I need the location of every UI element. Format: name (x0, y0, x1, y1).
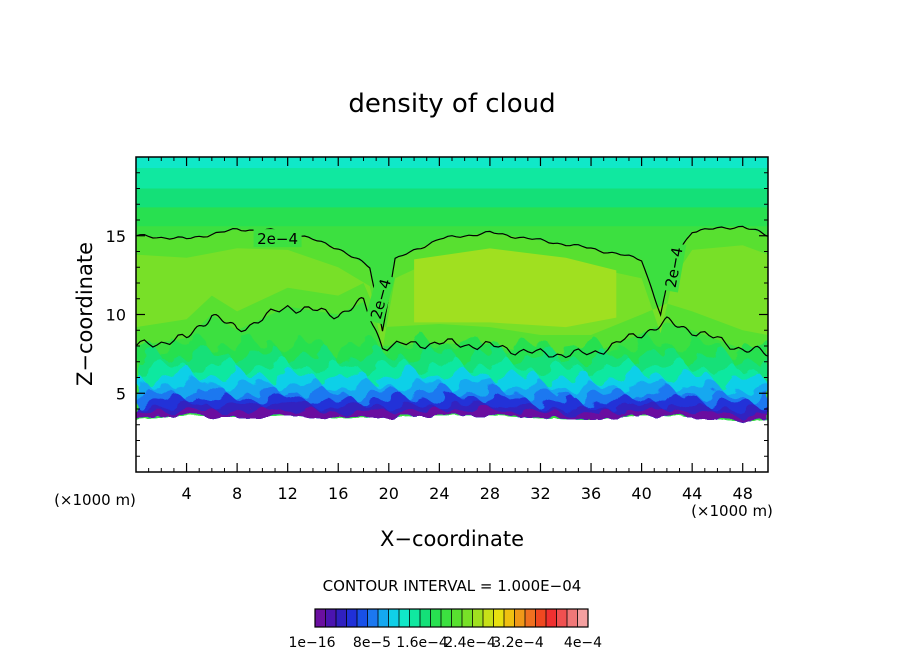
contour-label-bg (365, 273, 395, 325)
colorbar-swatch (409, 609, 421, 627)
colorbar-label: 8e−5 (353, 635, 391, 651)
x-tick-label: 4 (181, 484, 191, 503)
chart-title: density of cloud (348, 89, 555, 119)
clear-air-region (136, 416, 768, 472)
density-core-max (414, 248, 617, 328)
colorbar-swatch (567, 609, 578, 627)
x-tick-label: 12 (278, 484, 298, 503)
x-axis: 4 8 12 16 20 24 28 32 36 40 44 48 (148, 157, 756, 503)
colorbar-swatch (399, 609, 410, 627)
colorbar-swatch (378, 609, 389, 627)
y-axis-unit: (×1000 m) (54, 491, 136, 509)
colorbar-swatch (420, 609, 431, 627)
x-axis-label: X−coordinate (380, 527, 524, 551)
x-tick-label: 36 (581, 484, 601, 503)
x-tick-label: 20 (379, 484, 399, 503)
colorbar-swatch (315, 609, 326, 627)
colorbar-swatch (441, 609, 452, 627)
colorbar-swatch (357, 609, 368, 627)
colorbar-swatch (493, 609, 505, 627)
colorbar-swatch (525, 609, 536, 627)
colorbar (314, 608, 589, 628)
colorbar-swatch (577, 609, 589, 627)
x-tick-label: 48 (733, 484, 753, 503)
colorbar-swatch (388, 609, 400, 627)
colorbar-swatch (430, 609, 442, 627)
y-axis: 5 10 15 (106, 172, 768, 457)
colorbar-label: 3.2e−4 (492, 635, 544, 651)
colorbar-swatch (346, 609, 358, 627)
x-axis-unit: (×1000 m) (691, 502, 773, 520)
y-axis-label: Z−coordinate (73, 242, 97, 386)
y-tick-label: 5 (116, 384, 126, 403)
colorbar-label: 4e−4 (564, 635, 602, 651)
colorbar-swatch (556, 609, 568, 627)
colorbar-label: 1.6e−4 (396, 635, 448, 651)
x-tick-label: 44 (682, 484, 702, 503)
colorbar-swatch (367, 609, 379, 627)
x-tick-label: 32 (530, 484, 550, 503)
x-tick-label: 24 (429, 484, 449, 503)
contour-label-bg (660, 242, 687, 293)
colorbar-label: 2.4e−4 (444, 635, 496, 651)
colorbar-swatch (514, 609, 526, 627)
colorbar-labels: 1e−16 8e−5 1.6e−42.4e−43.2e−4 4e−4 (288, 635, 602, 651)
y-tick-label: 15 (106, 227, 126, 246)
contour-line-lower (136, 297, 768, 359)
contour-interval-text: CONTOUR INTERVAL = 1.000E−04 (323, 577, 582, 595)
x-tick-label: 28 (480, 484, 500, 503)
contour-label-bg (253, 229, 302, 248)
plot-area: 2e−42e−42e−4 (136, 157, 768, 472)
colorbar-swatch (472, 609, 484, 627)
colorbar-swatch (483, 609, 494, 627)
x-tick-label: 16 (328, 484, 348, 503)
colorbar-swatch (535, 609, 547, 627)
colorbar-swatch (504, 609, 515, 627)
colorbar-swatch (336, 609, 347, 627)
colorbar-swatch (462, 609, 473, 627)
y-tick-label: 10 (106, 306, 126, 325)
colorbar-frame (314, 608, 589, 628)
colorbar-swatch (451, 609, 463, 627)
colorbar-swatch (325, 609, 337, 627)
x-tick-label: 8 (232, 484, 242, 503)
colorbar-label: 1e−16 (288, 635, 335, 651)
contour-label: 2e−4 (257, 230, 298, 248)
colorbar-swatch (546, 609, 557, 627)
density-band-base (136, 405, 768, 422)
x-tick-label: 40 (631, 484, 651, 503)
